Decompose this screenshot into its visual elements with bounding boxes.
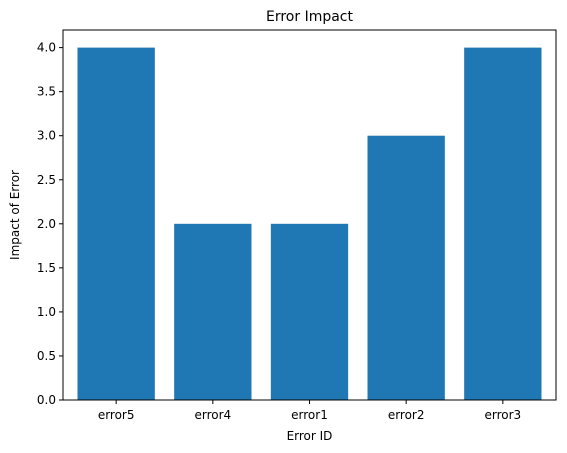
x-tick-label: error5 [98,408,135,422]
bar-error4 [174,223,252,400]
y-tick-label: 2.5 [37,173,56,187]
bar-error1 [270,223,349,400]
y-tick-label: 2.0 [37,217,56,231]
y-axis-label: Impact of Error [8,170,22,260]
bar-error3 [464,47,542,400]
y-tick-label: 3.0 [37,129,56,143]
y-tick-label: 4.0 [37,41,56,55]
x-tick-label: error2 [388,408,425,422]
x-tick-label: error3 [484,408,521,422]
x-tick-label: error4 [194,408,231,422]
chart-title: Error Impact [266,9,354,25]
y-tick-label: 0.0 [37,393,56,407]
bar-error2 [367,135,445,400]
y-tick-label: 1.0 [37,305,56,319]
x-axis: error5 error4 error1 error2 error3 [98,400,521,422]
plot-frame [62,29,557,401]
x-axis-label: Error ID [287,429,333,443]
y-tick-label: 0.5 [37,349,56,363]
y-axis: 0.0 0.5 1.0 1.5 2.0 2.5 3.0 3.5 4.0 [37,41,63,407]
bars-group [77,47,542,400]
bar-error5 [77,47,155,400]
y-tick-label: 1.5 [37,261,56,275]
y-tick-label: 3.5 [37,85,56,99]
x-tick-label: error1 [291,408,328,422]
